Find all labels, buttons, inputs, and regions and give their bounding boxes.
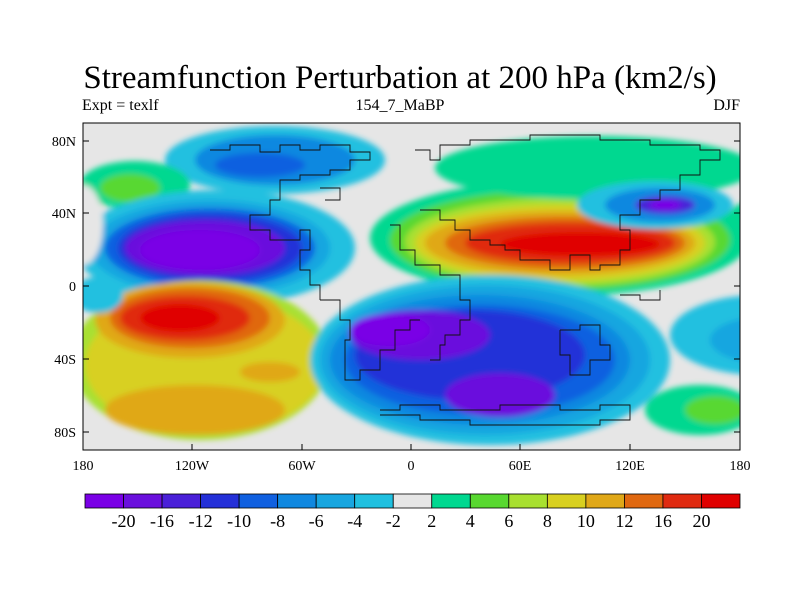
colorbar-label: 4 (465, 511, 475, 531)
colorbar-label: -4 (347, 511, 363, 531)
lon-tick-marks (82, 444, 741, 450)
sp-south-high (105, 385, 285, 435)
lat-label: 40S (54, 353, 76, 368)
lat-label: 80S (54, 426, 76, 441)
colorbar-swatch (354, 493, 394, 509)
colorbar-swatch (546, 493, 587, 509)
sp-mid-high (240, 362, 300, 382)
colorbar-swatch (84, 493, 124, 509)
colorbar-label: 2 (427, 511, 437, 531)
colorbar-label: -16 (150, 511, 175, 531)
colorbar-label: -6 (308, 511, 324, 531)
colorbar (84, 493, 741, 509)
colorbar-label: -12 (188, 511, 213, 531)
season-label: DJF (713, 97, 740, 114)
eurasia-coast (415, 134, 721, 271)
colorbar-swatch (161, 493, 201, 509)
lat-label: 80N (52, 135, 76, 150)
colorbar-swatch (200, 493, 240, 509)
lat-label: 40N (52, 207, 76, 222)
case-label: 154_7_MaBP (355, 97, 445, 114)
greenland-coast (320, 187, 341, 201)
east-edge-high (730, 203, 740, 227)
colorbar-swatch (662, 493, 702, 509)
lat-tick-marks (83, 140, 740, 433)
na-low-core (140, 230, 260, 270)
lon-label: 60W (288, 459, 316, 474)
contour-field (83, 123, 740, 450)
lon-label: 60E (509, 459, 532, 474)
se-high-l2 (685, 396, 740, 424)
colorbar-label: 12 (615, 511, 634, 531)
colorbar-label: 8 (542, 511, 552, 531)
colorbar-swatch (469, 493, 510, 509)
colorbar-swatch (431, 493, 471, 509)
pacific-high-inner (100, 174, 160, 202)
colorbar-label: -20 (111, 511, 136, 531)
colorbar-swatch (123, 493, 163, 509)
colorbar-swatch (701, 493, 741, 509)
lat-labels: 80N 40N 0 40S 80S (52, 135, 76, 441)
colorbar-label: -8 (270, 511, 286, 531)
antarctica-coast (380, 404, 631, 426)
lon-label: 180 (730, 459, 751, 474)
lon-label: 180 (73, 459, 94, 474)
sp-high-core (140, 304, 220, 332)
nwp-low-core (649, 200, 681, 210)
west-edge-low (83, 277, 123, 313)
colorbar-label: 20 (692, 511, 711, 531)
plot-title: Streamfunction Perturbation at 200 hPa (… (83, 60, 717, 96)
west-edge-zero (83, 185, 103, 265)
coastlines (210, 134, 721, 426)
lat-label: 0 (69, 280, 76, 295)
arctic-low-core (215, 153, 305, 177)
lon-label: 120W (175, 459, 210, 474)
sh-low-south (445, 373, 555, 417)
south-america-coast (320, 299, 420, 381)
east-low-l2 (710, 319, 740, 361)
sh-low-core (350, 314, 430, 346)
colorbar-label: 6 (504, 511, 514, 531)
colorbar-label: 10 (576, 511, 595, 531)
colorbar-label: -10 (227, 511, 252, 531)
maritime-coast (620, 290, 661, 301)
lon-label: 120E (615, 459, 645, 474)
colorbar-swatch (238, 493, 279, 509)
colorbar-label: 16 (653, 511, 672, 531)
colorbar-swatch (392, 493, 433, 509)
colorbar-label: -2 (385, 511, 401, 531)
colorbar-swatch (508, 493, 548, 509)
australia-coast (559, 324, 611, 376)
colorbar-swatch (585, 493, 625, 509)
asia-high-core (500, 232, 660, 256)
colorbar-swatch (315, 493, 356, 509)
experiment-label: Expt = texlf (82, 97, 159, 114)
colorbar-swatch (624, 493, 664, 509)
colorbar-swatch (277, 493, 317, 509)
north-america-coast (210, 144, 371, 300)
lon-labels: 180 120W 60W 0 60E 120E 180 (73, 459, 751, 474)
africa-coast (390, 224, 471, 361)
lon-label: 0 (408, 459, 415, 474)
